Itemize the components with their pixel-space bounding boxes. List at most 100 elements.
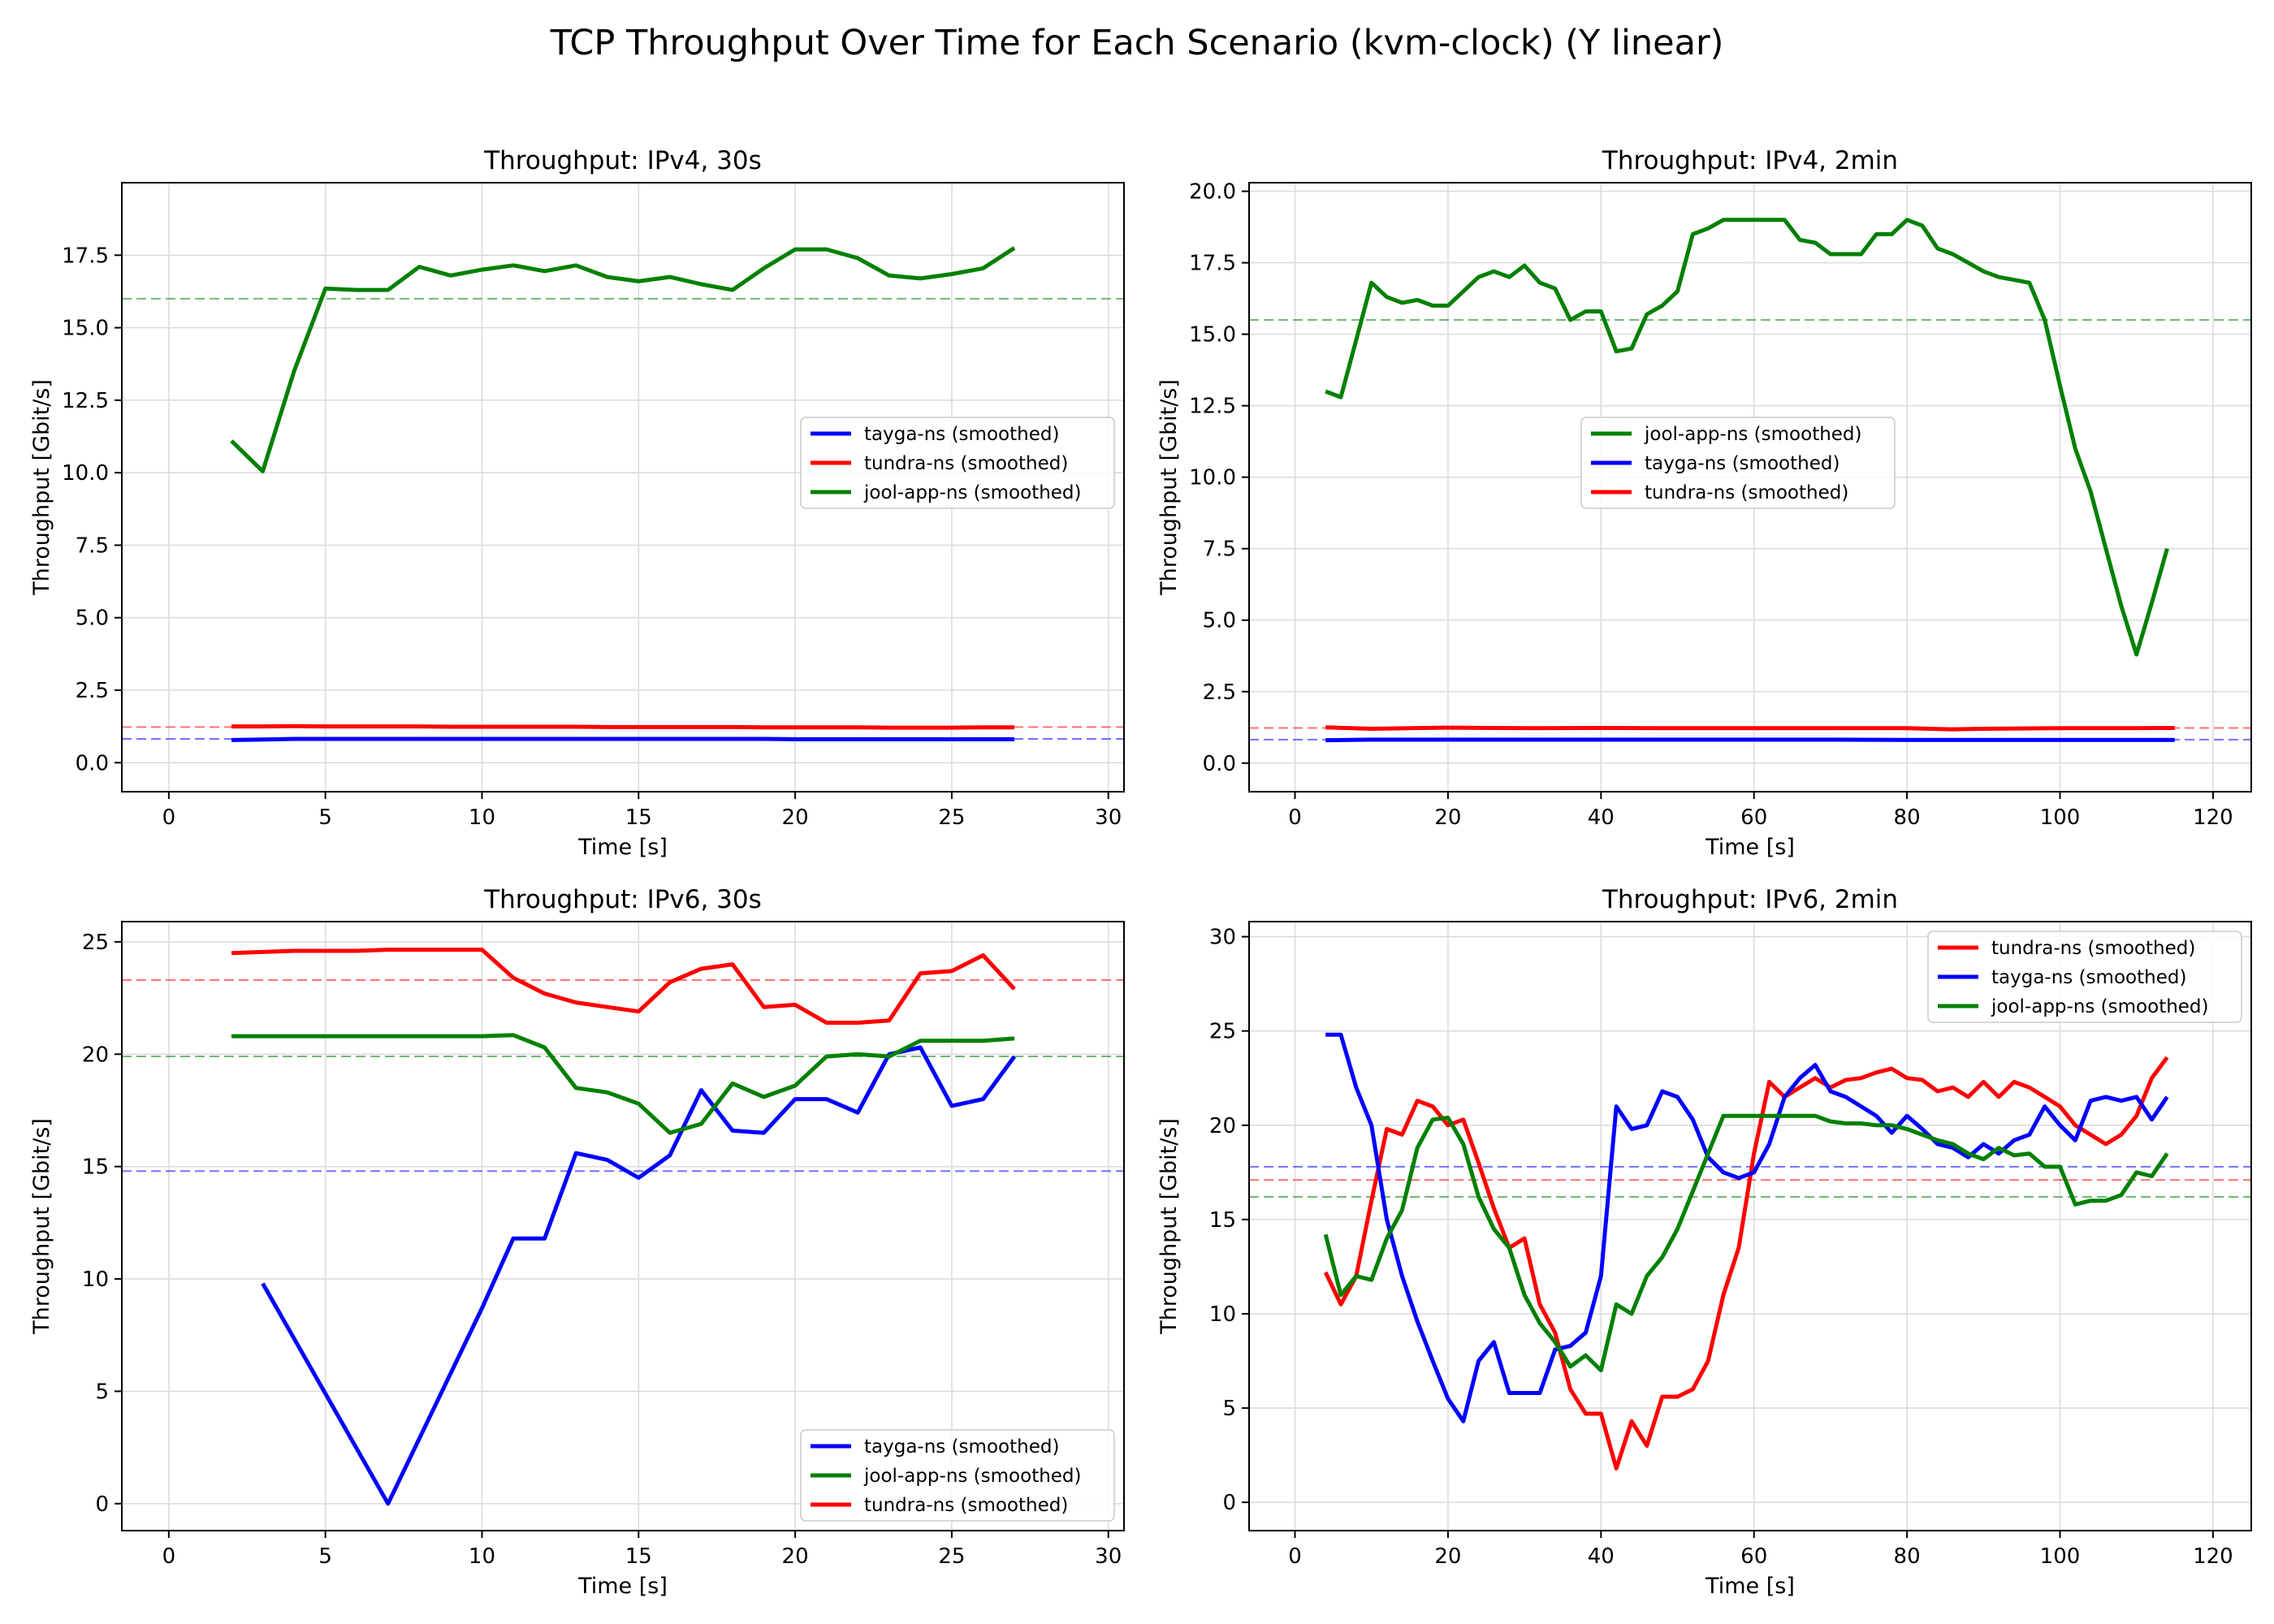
y-tick-label: 7.5 <box>76 533 109 558</box>
y-tick-label: 15 <box>82 1155 109 1180</box>
axes-frame <box>1248 182 2252 793</box>
series-line-tundra <box>231 948 1016 1025</box>
x-tick-label: 20 <box>782 806 809 830</box>
subplot-title: Throughput: IPv6, 30s <box>483 885 762 914</box>
x-tick-label: 0 <box>162 1544 176 1569</box>
x-tick-label: 120 <box>2193 806 2233 830</box>
legend-label-tundra: tundra-ns (smoothed) <box>1645 482 1848 503</box>
x-tick-label: 20 <box>1434 1544 1461 1569</box>
series-line-tayga <box>231 736 1014 742</box>
legend: tundra-ns (smoothed) tayga-ns (smoothed) j… <box>1927 931 2242 1023</box>
x-tick-label: 100 <box>2040 1544 2081 1569</box>
y-tick-label: 17.5 <box>1189 252 1236 276</box>
series-line-tundra <box>231 723 1014 730</box>
x-tick-label: 15 <box>625 806 652 830</box>
y-tick-label: 5.0 <box>1203 609 1236 633</box>
subplot-title: Throughput: IPv4, 30s <box>483 146 762 175</box>
x-tick-label: 40 <box>1588 806 1615 830</box>
x-tick-label: 25 <box>938 806 965 830</box>
series-line-tayga <box>1325 737 2175 743</box>
legend: tayga-ns (smoothed) tundra-ns (smoothed) j… <box>800 417 1115 509</box>
x-axis-label: Time [s] <box>577 1574 668 1599</box>
x-axis-label: Time [s] <box>1705 835 1795 860</box>
series-line-tayga <box>1325 1032 2169 1423</box>
legend-label-tundra: tundra-ns (smoothed) <box>864 1495 1068 1516</box>
y-tick-label: 10 <box>1209 1302 1236 1327</box>
y-tick-label: 7.5 <box>1203 538 1236 562</box>
x-tick-label: 60 <box>1740 1544 1767 1569</box>
legend-box <box>800 417 1115 509</box>
subplot-4: 0 20 40 60 80 100 120 0 5 10 15 20 25 30 Throughput: I… <box>1156 885 2252 1599</box>
series-line-tundra <box>1325 725 2175 732</box>
x-tick-label: 10 <box>469 806 495 830</box>
x-tick-label: 10 <box>469 1544 495 1569</box>
y-tick-label: 0 <box>1222 1491 1236 1515</box>
x-tick-label: 30 <box>1095 1544 1122 1569</box>
y-tick-label: 12.5 <box>62 389 109 413</box>
series-line-tundra <box>1323 1056 2169 1471</box>
legend-label-tayga: tayga-ns (smoothed) <box>1645 453 1840 474</box>
axes-frame <box>121 182 1125 793</box>
legend-label-tayga: tayga-ns (smoothed) <box>864 1436 1059 1458</box>
y-tick-label: 10.0 <box>1189 466 1236 490</box>
x-tick-label: 120 <box>2193 1544 2233 1569</box>
x-tick-label: 100 <box>2040 806 2081 830</box>
legend-label-jool: jool-app-ns (smoothed) <box>1991 996 2209 1017</box>
y-tick-label: 25 <box>1209 1020 1236 1044</box>
series-line-tayga <box>261 1045 1017 1506</box>
y-tick-label: 2.5 <box>76 679 109 703</box>
y-tick-label: 0.0 <box>76 751 109 775</box>
y-tick-label: 0.0 <box>1203 752 1236 776</box>
y-tick-label: 10 <box>82 1268 109 1292</box>
axes-frame <box>121 921 1125 1531</box>
legend-label-tundra: tundra-ns (smoothed) <box>1991 938 2195 959</box>
x-tick-label: 25 <box>938 1544 965 1569</box>
x-tick-label: 60 <box>1740 806 1767 830</box>
subplot-3: 0 5 10 15 20 25 30 0 5 10 15 20 25 Throughput: IPv6, … <box>29 885 1125 1599</box>
x-tick-label: 0 <box>1288 806 1302 830</box>
y-tick-label: 25 <box>82 931 109 955</box>
y-axis-label: Throughput [Gbit/s] <box>29 1118 54 1335</box>
legend: tayga-ns (smoothed) jool-app-ns (smoothed… <box>800 1429 1115 1522</box>
y-axis-label: Throughput [Gbit/s] <box>1156 1118 1182 1335</box>
x-axis-label: Time [s] <box>1705 1574 1795 1599</box>
x-tick-label: 40 <box>1588 1544 1615 1569</box>
legend-box <box>1580 417 1896 509</box>
y-tick-label: 30 <box>1209 926 1236 950</box>
y-tick-label: 5.0 <box>76 607 109 631</box>
x-tick-label: 20 <box>1434 806 1461 830</box>
series-line-jool <box>230 246 1016 473</box>
x-tick-label: 20 <box>782 1544 809 1569</box>
x-tick-label: 80 <box>1894 1544 1921 1569</box>
subplot-2: 0 20 40 60 80 100 120 0.0 2.5 5.0 7.5 10.0 12.5 15.0 1… <box>1156 146 2252 860</box>
legend-label-jool: jool-app-ns (smoothed) <box>863 482 1082 503</box>
legend-label-tayga: tayga-ns (smoothed) <box>1991 967 2186 988</box>
y-tick-label: 20.0 <box>1189 180 1236 205</box>
legend-box <box>1927 931 2242 1023</box>
series-line-jool <box>1325 218 2169 657</box>
x-tick-label: 0 <box>1288 1544 1302 1569</box>
legend-label-jool: jool-app-ns (smoothed) <box>1644 424 1862 445</box>
y-tick-label: 12.5 <box>1189 395 1236 419</box>
x-tick-label: 5 <box>318 1544 332 1569</box>
y-tick-label: 10.0 <box>62 461 109 486</box>
subplot-title: Throughput: IPv6, 2min <box>1602 885 1898 914</box>
subplot-1: 0 5 10 15 20 25 30 0.0 2.5 5.0 7.5 10.0 12.5 15.0 17.5… <box>29 146 1125 860</box>
legend-box <box>800 1429 1115 1522</box>
subplot-title: Throughput: IPv4, 2min <box>1602 146 1898 175</box>
y-tick-label: 15.0 <box>62 317 109 341</box>
series-line-jool <box>231 1033 1015 1135</box>
y-tick-label: 0 <box>95 1492 109 1517</box>
x-axis-label: Time [s] <box>577 835 668 860</box>
x-tick-label: 0 <box>162 806 176 830</box>
y-tick-label: 15.0 <box>1189 323 1236 348</box>
y-tick-label: 5 <box>95 1380 109 1404</box>
legend-label-tayga: tayga-ns (smoothed) <box>864 424 1059 445</box>
y-tick-label: 15 <box>1209 1208 1236 1233</box>
legend-label-tundra: tundra-ns (smoothed) <box>864 453 1068 474</box>
axes-frame <box>1248 921 2252 1531</box>
y-tick-label: 20 <box>1209 1114 1236 1138</box>
figure-title: TCP Throughput Over Time for Each Scenar… <box>550 23 1724 63</box>
